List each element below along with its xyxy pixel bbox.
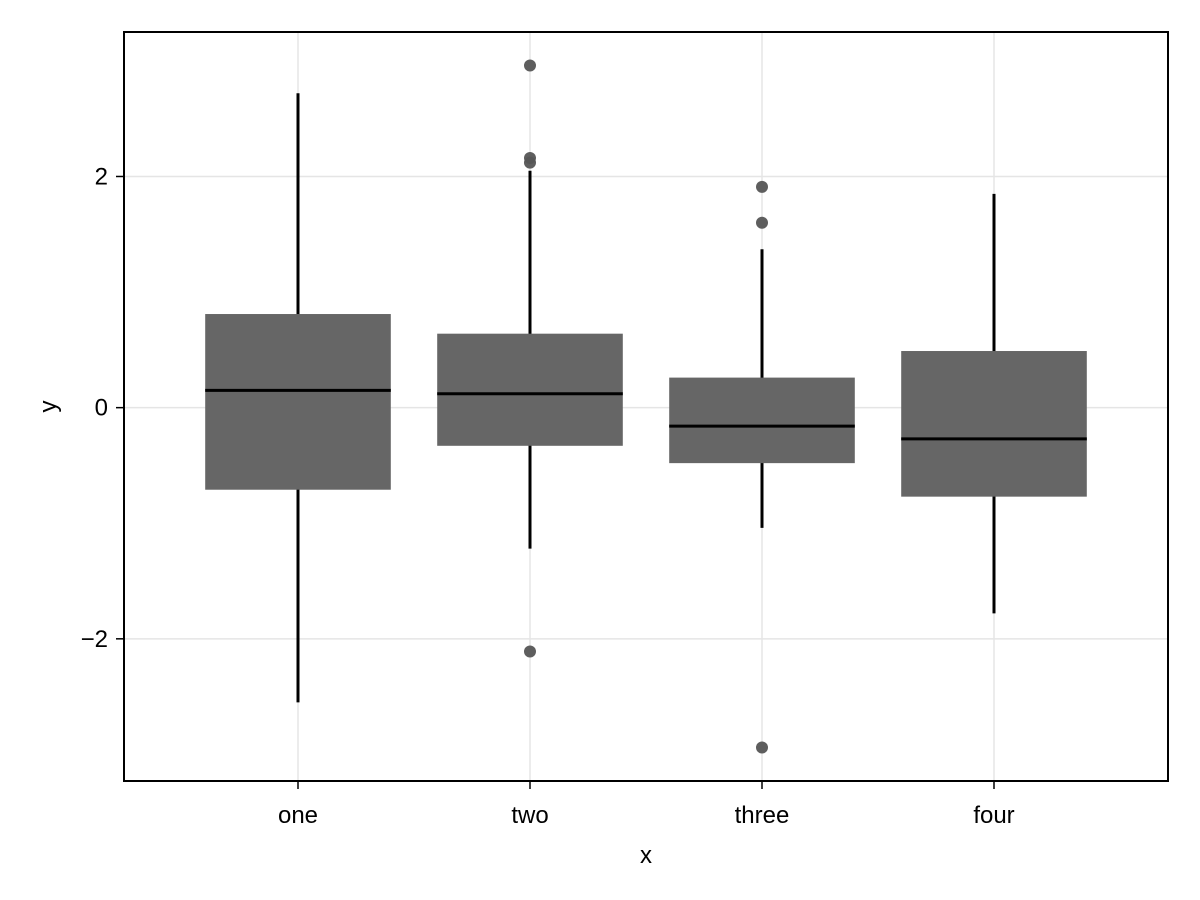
outlier-point [756,741,768,754]
box-body [901,351,1087,497]
outlier-point [524,156,536,169]
y-tick-label: 2 [95,163,108,190]
box-one [205,93,391,703]
x-tick-label: three [735,802,790,829]
x-axis-title: x [640,842,652,869]
plot-frame [123,31,1169,782]
x-tick-label: four [973,802,1014,829]
outlier-point [756,216,768,229]
x-tick-label: two [511,802,548,829]
outlier-point [524,645,536,658]
box-two [437,59,623,658]
box-body [205,314,391,490]
y-tick-label: −2 [81,626,108,653]
box-body [669,377,855,464]
y-axis-title: y [35,401,62,413]
axis-ticks: one two three four −2 0 2 [81,163,1015,829]
box-body [437,333,623,446]
outlier-point [524,59,536,72]
y-tick-label: 0 [95,395,108,422]
box-three [669,180,855,754]
outlier-point [756,180,768,193]
box-series [205,59,1087,754]
x-tick-label: one [278,802,318,829]
box-four [901,193,1087,614]
